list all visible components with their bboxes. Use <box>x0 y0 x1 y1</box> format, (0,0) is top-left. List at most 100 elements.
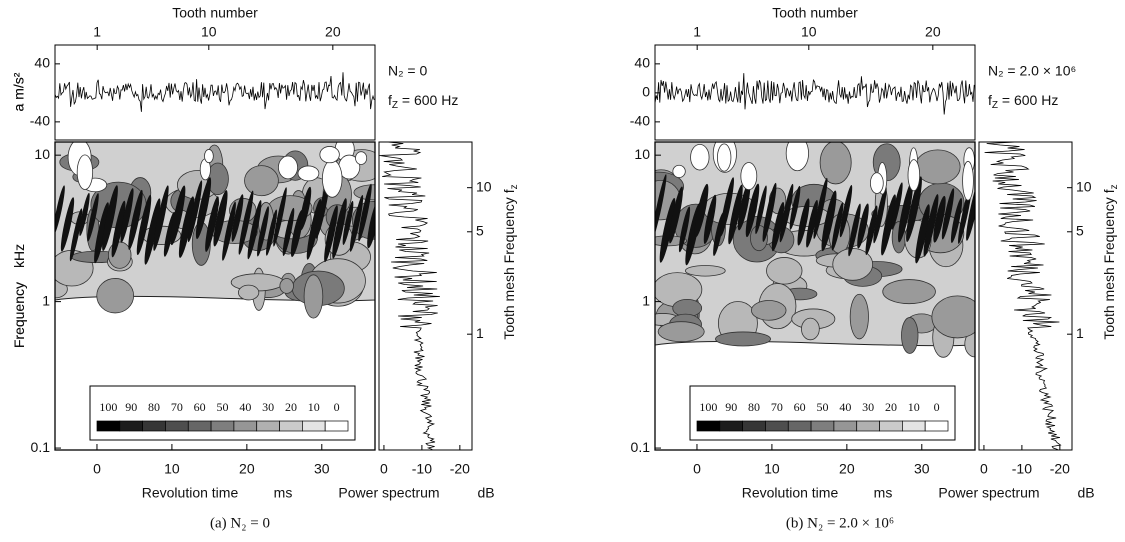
tooth-tick-label: 10 <box>201 24 217 40</box>
legend-label: 50 <box>817 400 829 414</box>
contour-stripe <box>266 209 277 256</box>
spectrum-tick-label: -10 <box>412 461 432 477</box>
y2-axis-label-part: Tooth mesh Frequency f <box>1101 189 1117 339</box>
y-axis-label: Frequency kHz <box>11 244 27 348</box>
contour-stripe <box>806 200 818 248</box>
x-tick-label: 20 <box>239 461 255 477</box>
signal-axis-label: a m/s² <box>11 72 27 111</box>
contour-blob <box>832 248 874 281</box>
legend-label: 90 <box>125 400 137 414</box>
x-tick-label: 30 <box>914 461 930 477</box>
contour-stripe <box>857 203 869 249</box>
spectrum-axis-label: Power spectrum <box>338 485 439 501</box>
contour-light <box>717 143 732 172</box>
legend-label: 100 <box>99 400 117 414</box>
contour-stripe <box>231 194 244 242</box>
contour-blob <box>303 274 324 319</box>
contour-stripe <box>669 186 683 244</box>
spectrum-axis-unit: dB <box>1077 485 1094 501</box>
contour-stripe <box>111 200 126 258</box>
contour-stripe <box>102 185 118 251</box>
tooth-tick-label: 10 <box>801 24 817 40</box>
x-tick-label: 10 <box>764 461 780 477</box>
annotation-fz-part: f <box>388 92 392 108</box>
caption: (a) N₂ = 0 <box>210 515 270 531</box>
contour-stripe <box>831 202 844 251</box>
contour-stripe <box>915 204 930 264</box>
contour-stripe <box>247 200 262 260</box>
contour-stripe <box>881 194 896 256</box>
legend-swatch <box>302 420 326 432</box>
contour-stripe <box>222 201 236 261</box>
y-tick-label: 0.1 <box>31 439 51 455</box>
x-tick-label: 30 <box>314 461 330 477</box>
annotation-fz: fZ = 600 Hz <box>988 92 1058 111</box>
contour-light <box>319 146 340 164</box>
tooth-tick-label: 1 <box>693 24 701 40</box>
contour-blob <box>801 317 820 341</box>
y2-tick-label: 1 <box>1076 325 1084 341</box>
contour-blob <box>931 295 975 339</box>
contour-light <box>690 143 710 171</box>
contour-stripe <box>238 190 254 255</box>
signal-axis-label: a m/s² <box>11 72 27 111</box>
contour-light <box>785 142 809 172</box>
legend-label: 60 <box>194 400 206 414</box>
spectrum-tick-label: 0 <box>380 461 388 477</box>
legend-swatch <box>187 420 212 432</box>
contour-stripe <box>315 178 330 239</box>
spectrum-frame <box>978 141 1073 451</box>
legend-swatch <box>279 420 303 432</box>
contour-blob <box>766 257 803 285</box>
x-axis-label: Revolution time <box>142 485 239 501</box>
x-tick-label: 0 <box>693 461 701 477</box>
y-axis-name: Frequency <box>11 282 27 348</box>
legend-label: 20 <box>885 400 897 414</box>
contour-texture <box>655 142 975 358</box>
plot-frame <box>654 141 976 451</box>
annotation-fz: fZ = 600 Hz <box>388 92 458 111</box>
y-axis-name: Frequency <box>11 282 27 348</box>
legend-swatch <box>742 420 766 432</box>
contour-stripe <box>839 184 853 238</box>
signal-trace <box>54 72 375 112</box>
contour-stripe <box>891 182 903 230</box>
tooth-tick-label: 20 <box>925 24 941 40</box>
y2-tick-label: 5 <box>1076 222 1084 238</box>
contour-stripe <box>678 206 691 253</box>
y-tick-label: 1 <box>42 292 50 308</box>
x-axis-label: Revolution time <box>742 485 839 501</box>
spectrum-trace <box>379 141 440 450</box>
contour-light <box>907 159 921 192</box>
contour-stripe <box>933 195 946 243</box>
signal-frame <box>54 44 376 141</box>
tooth-tick-label: 1 <box>93 24 101 40</box>
contour-light <box>870 172 884 194</box>
y-axis-unit: kHz <box>11 244 27 268</box>
contour-stripe <box>966 177 975 241</box>
contour-stripe <box>703 194 717 245</box>
contour-stripe <box>745 183 760 238</box>
y-tick-label: 1 <box>642 292 650 308</box>
legend-label: 0 <box>334 400 340 414</box>
x-tick-label: 20 <box>839 461 855 477</box>
contour-stripe <box>299 186 312 231</box>
annotation-n2: N₂ = 2.0 × 10⁶ <box>988 63 1076 79</box>
y-axis-label: Frequency kHz <box>11 244 27 348</box>
y-tick-label: 10 <box>634 146 650 162</box>
signal-tick-label: 0 <box>642 84 650 100</box>
spectrum-frame <box>378 141 473 451</box>
contour-blob <box>849 293 869 340</box>
legend-swatch <box>787 420 812 432</box>
contour-stripe <box>789 185 801 230</box>
tooth-axis-label: Tooth number <box>772 5 858 21</box>
y2-tick-label: 10 <box>1076 178 1092 194</box>
legend-label: 40 <box>839 400 851 414</box>
contour-stripe <box>195 177 212 240</box>
contour-stripe <box>771 202 785 252</box>
x-axis-unit: ms <box>274 485 293 501</box>
legend-label: 40 <box>239 400 251 414</box>
legend-swatch <box>879 420 903 432</box>
contour-stripe <box>923 194 939 257</box>
legend-label: 80 <box>148 400 160 414</box>
